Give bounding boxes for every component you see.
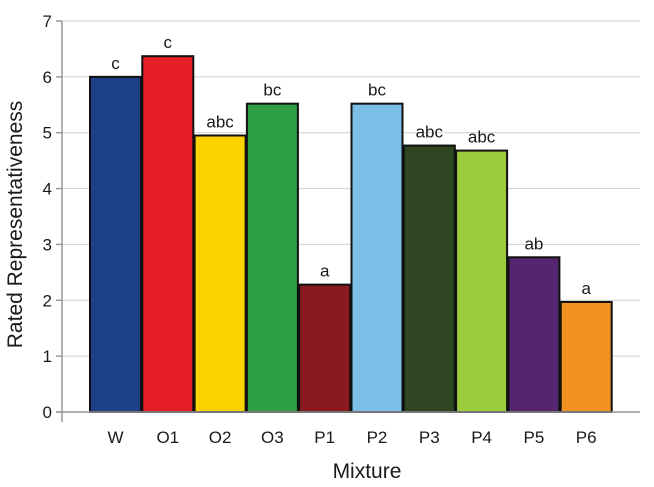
x-tick-label-p1: P1 <box>314 428 335 447</box>
x-tick-label-o2: O2 <box>209 428 232 447</box>
bar-p1 <box>298 283 352 414</box>
bar-p6 <box>559 300 613 413</box>
bar-o2 <box>193 134 247 413</box>
significance-label-o2: abc <box>206 113 234 132</box>
x-tick-label-o1: O1 <box>156 428 179 447</box>
significance-label-o1: c <box>164 33 173 52</box>
significance-label-p4: abc <box>468 128 496 147</box>
y-tick-labels: 0 1 2 3 4 5 6 7 <box>43 12 52 422</box>
x-tick-labels: W O1 O2 O3 P1 P2 P3 P4 P5 P6 <box>107 428 596 447</box>
x-tick-label-p5: P5 <box>524 428 545 447</box>
y-tick-label: 6 <box>43 68 52 87</box>
x-tick-label-p3: P3 <box>419 428 440 447</box>
bar-o1 <box>141 55 195 413</box>
bar-p4 <box>455 149 509 414</box>
significance-label-p5: ab <box>524 234 543 253</box>
bar-o3 <box>245 102 299 413</box>
x-tick-label-w: W <box>107 428 123 447</box>
y-axis-title: Rated Representativeness <box>4 101 27 348</box>
x-tick-label-o3: O3 <box>261 428 284 447</box>
axes <box>56 20 640 422</box>
y-tick-label: 1 <box>43 347 52 366</box>
x-axis-title: Mixture <box>333 460 402 483</box>
y-tick-label: 0 <box>43 403 52 422</box>
significance-label-o3: bc <box>263 81 281 100</box>
significance-label-p3: abc <box>416 123 444 142</box>
x-tick-label-p4: P4 <box>471 428 492 447</box>
y-tick-label: 4 <box>43 180 52 199</box>
y-tick-label: 5 <box>43 124 52 143</box>
bar-p3 <box>402 144 456 413</box>
bars <box>89 55 613 414</box>
bar-w <box>89 75 142 413</box>
bar-p5 <box>507 256 561 414</box>
x-tick-label-p2: P2 <box>367 428 388 447</box>
y-tick-label: 7 <box>43 12 52 31</box>
x-tick-label-p6: P6 <box>576 428 597 447</box>
significance-label-p1: a <box>320 262 330 281</box>
significance-label-p2: bc <box>368 81 386 100</box>
y-tick-label: 2 <box>43 291 52 310</box>
significance-label-w: c <box>111 54 120 73</box>
bar-p2 <box>350 102 404 413</box>
y-tick-label: 3 <box>43 235 52 254</box>
significance-label-p6: a <box>581 279 591 298</box>
